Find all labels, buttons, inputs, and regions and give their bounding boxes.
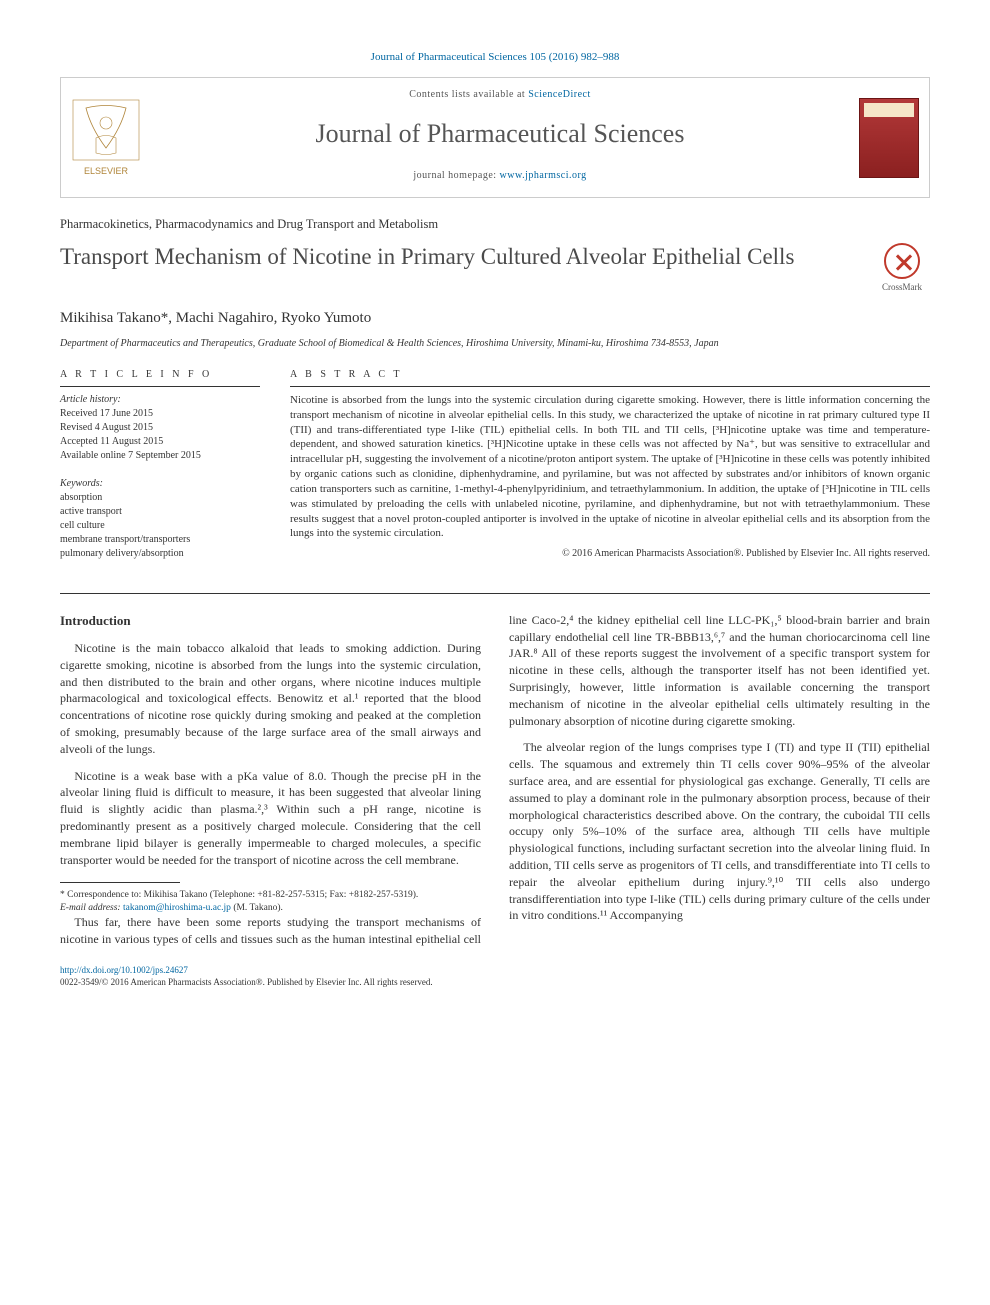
sciencedirect-link[interactable]: ScienceDirect <box>528 89 591 100</box>
email-suffix: (M. Takano). <box>231 903 283 913</box>
accepted-date: Accepted 11 August 2015 <box>60 435 260 449</box>
article-info-heading: A R T I C L E I N F O <box>60 368 260 387</box>
section-divider <box>60 593 930 594</box>
elsevier-logo: ELSEVIER <box>71 98 141 178</box>
issn-line: 0022-3549/© 2016 American Pharmacists As… <box>60 977 433 987</box>
abstract-heading: A B S T R A C T <box>290 368 930 387</box>
keywords-label: Keywords: <box>60 477 260 491</box>
history-label: Article history: <box>60 393 260 407</box>
body-paragraph: The alveolar region of the lungs compris… <box>509 739 930 924</box>
introduction-heading: Introduction <box>60 612 481 630</box>
correspondence-footnote: * Correspondence to: Mikihisa Takano (Te… <box>60 889 481 901</box>
contents-available: Contents lists available at ScienceDirec… <box>151 88 849 102</box>
email-footnote: E-mail address: takanom@hiroshima-u.ac.j… <box>60 902 481 914</box>
journal-cover-thumbnail <box>859 98 919 178</box>
page-footer: http://dx.doi.org/10.1002/jps.24627 0022… <box>60 964 930 989</box>
article-history: Article history: Received 17 June 2015 R… <box>60 393 260 463</box>
journal-name: Journal of Pharmaceutical Sciences <box>151 116 849 152</box>
revised-date: Revised 4 August 2015 <box>60 421 260 435</box>
homepage-link[interactable]: www.jpharmsci.org <box>500 170 587 181</box>
online-date: Available online 7 September 2015 <box>60 449 260 463</box>
abstract-text: Nicotine is absorbed from the lungs into… <box>290 393 930 541</box>
svg-text:ELSEVIER: ELSEVIER <box>84 166 129 176</box>
authors: Mikihisa Takano*, Machi Nagahiro, Ryoko … <box>60 308 930 329</box>
crossmark-icon <box>884 243 920 279</box>
cover-thumbnail-container <box>849 78 929 196</box>
abstract-column: A B S T R A C T Nicotine is absorbed fro… <box>290 368 930 575</box>
doi-link[interactable]: http://dx.doi.org/10.1002/jps.24627 <box>60 965 188 975</box>
article-info-column: A R T I C L E I N F O Article history: R… <box>60 368 260 575</box>
keyword: absorption <box>60 491 260 505</box>
crossmark-badge[interactable]: CrossMark <box>874 243 930 294</box>
section-label: Pharmacokinetics, Pharmacodynamics and D… <box>60 216 930 234</box>
body-paragraph: Nicotine is the main tobacco alkaloid th… <box>60 640 481 758</box>
citation-line: Journal of Pharmaceutical Sciences 105 (… <box>60 50 930 65</box>
footnote-divider <box>60 882 180 883</box>
publisher-logo-container: ELSEVIER <box>61 78 151 196</box>
keyword: active transport <box>60 505 260 519</box>
journal-header: ELSEVIER Contents lists available at Sci… <box>60 77 930 197</box>
crossmark-label: CrossMark <box>882 282 922 292</box>
keyword: cell culture <box>60 519 260 533</box>
homepage-prefix: journal homepage: <box>413 170 499 181</box>
body-text: Introduction Nicotine is the main tobacc… <box>60 612 930 948</box>
email-link[interactable]: takanom@hiroshima-u.ac.jp <box>123 903 231 913</box>
keywords-block: Keywords: absorption active transport ce… <box>60 477 260 561</box>
body-paragraph: Nicotine is a weak base with a pKa value… <box>60 768 481 869</box>
email-label: E-mail address: <box>60 903 123 913</box>
keyword: membrane transport/transporters <box>60 533 260 547</box>
article-title: Transport Mechanism of Nicotine in Prima… <box>60 243 854 272</box>
footnotes: * Correspondence to: Mikihisa Takano (Te… <box>60 889 481 914</box>
affiliation: Department of Pharmaceutics and Therapeu… <box>60 337 930 350</box>
keyword: pulmonary delivery/absorption <box>60 547 260 561</box>
homepage-line: journal homepage: www.jpharmsci.org <box>151 169 849 183</box>
abstract-copyright: © 2016 American Pharmacists Association®… <box>290 547 930 561</box>
received-date: Received 17 June 2015 <box>60 407 260 421</box>
contents-prefix: Contents lists available at <box>409 89 528 100</box>
